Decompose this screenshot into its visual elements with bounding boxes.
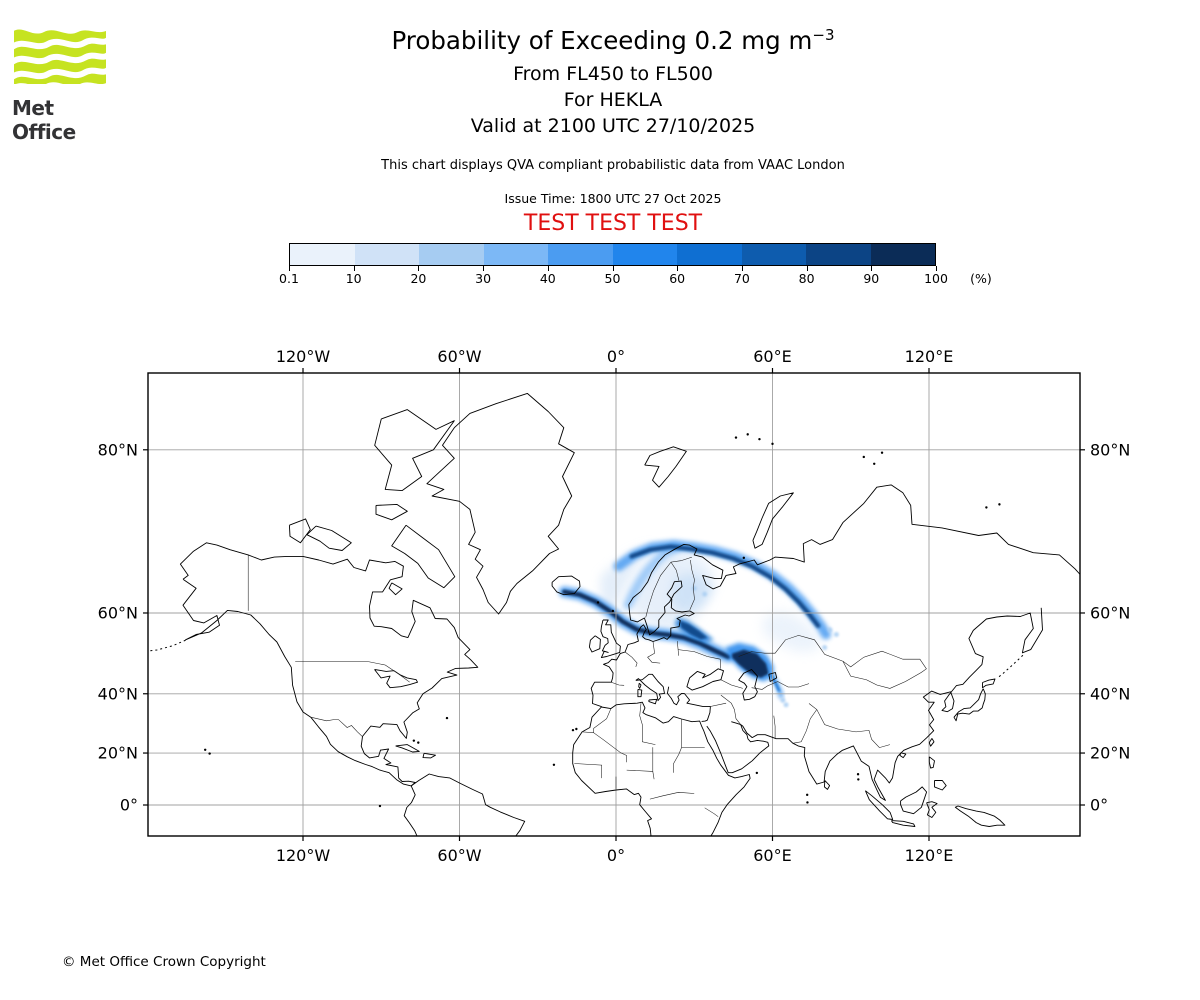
met-office-logo: Met Office: [10, 16, 122, 144]
colorbar-tick: [353, 266, 355, 271]
colorbar-tick-label: 0.1: [279, 271, 299, 286]
lat-label-right: 20°N: [1090, 744, 1130, 763]
map-frame: [147, 372, 1081, 837]
colorbar-tick: [677, 266, 679, 271]
colorbar-tick-label: 70: [733, 271, 750, 286]
colorbar-tick: [936, 266, 937, 271]
subtitle-volcano: For HEKLA: [563, 89, 663, 111]
plume-east-diffuse: [762, 610, 823, 652]
plume-north-arc-core: [629, 544, 821, 628]
colorbar-cell-60-70: [677, 244, 742, 265]
colorbar-tick-label: 90: [863, 271, 880, 286]
plume-east-speckles: [827, 627, 833, 633]
small-islands: [203, 433, 1001, 808]
title-text: Probability of Exceeding 0.2 mg m: [391, 26, 813, 56]
lat-label-right: 60°N: [1090, 603, 1130, 622]
colorbar-tick-label: 50: [604, 271, 621, 286]
colorbar-tick-label: 100: [924, 271, 948, 286]
colorbar-tick: [483, 266, 485, 271]
colorbar-tick-label: 40: [539, 271, 556, 286]
subtitle-valid-time: Valid at 2100 UTC 27/10/2025: [470, 115, 756, 137]
axis-tick-labels: 120°W 120°W 60°W 60°W 0° 0° 60°E 60°E 120°E 120°E…: [98, 347, 1131, 865]
colorbar-cell-40-50: [548, 244, 613, 265]
colorbar-cell-0.1-10: [290, 244, 355, 265]
colorbar-tick: [418, 266, 420, 271]
colorbar-cell-70-80: [741, 244, 806, 265]
title-superscript: −3: [812, 26, 835, 44]
lon-label-bottom: 120°W: [276, 846, 331, 865]
plume-volga-blob-core: [732, 649, 769, 678]
colorbar-tick: [871, 266, 873, 271]
lat-label-right: 80°N: [1090, 440, 1130, 459]
colorbar-unit-label: (%): [970, 271, 992, 286]
plume-east-speckles: [702, 591, 708, 597]
page-title: Probability of Exceeding 0.2 mg m−3: [13, 26, 1200, 55]
plume-baltic-patch-core: [679, 620, 708, 640]
plume-west-fan-diffuse: [600, 544, 653, 616]
country-borders: [247, 554, 927, 817]
colorbar-cells: [289, 243, 936, 266]
colorbar-tick: [547, 266, 549, 271]
colorbar-tick-label: 80: [798, 271, 815, 286]
colorbar-cell-30-40: [483, 244, 548, 265]
colorbar-tick: [612, 266, 614, 271]
probability-colorbar: (%) 0.1 10 20 30 40 50 60 70 80 90 100: [279, 243, 992, 286]
lat-label-left: 40°N: [98, 684, 138, 703]
plume-east-speckles: [833, 631, 839, 637]
lat-label-left: 60°N: [98, 603, 138, 622]
lon-label-bottom: 120°E: [905, 846, 954, 865]
plume-norway-coast-band: [623, 543, 681, 610]
plume-east-speckles: [691, 585, 697, 591]
lon-label-top: 120°W: [276, 347, 331, 366]
colorbar-tick: [289, 266, 290, 271]
lon-label-bottom: 60°W: [437, 846, 481, 865]
lon-label-top: 60°E: [753, 347, 791, 366]
lat-label-left: 80°N: [98, 440, 138, 459]
issue-time: Issue Time: 1800 UTC 27 Oct 2025: [504, 191, 722, 206]
lat-label-left: 20°N: [98, 744, 138, 763]
colorbar-cell-80-90: [806, 244, 871, 265]
colorbar-tick-label: 10: [345, 271, 362, 286]
map-coastlines: [179, 392, 1080, 836]
colorbar-tick: [741, 266, 743, 271]
colorbar-cell-10-20: [354, 244, 419, 265]
lat-label-left: 0°: [120, 796, 138, 815]
plume-east-speckles: [780, 697, 786, 703]
colorbar-cell-50-60: [612, 244, 677, 265]
plume-east-speckles: [822, 644, 828, 650]
lat-label-right: 40°N: [1090, 684, 1130, 703]
colorbar-tick-label: 20: [410, 271, 427, 286]
lon-label-top: 120°E: [905, 347, 954, 366]
plume-east-speckles: [783, 702, 789, 708]
colorbar-tick-label: 30: [475, 271, 492, 286]
met-office-wordmark: Met Office: [12, 96, 76, 144]
lon-label-bottom: 0°: [607, 846, 625, 865]
test-banner: TEST TEST TEST: [523, 211, 703, 236]
qva-compliance-note: This chart displays QVA compliant probab…: [381, 158, 845, 173]
colorbar-cell-90-100: [870, 244, 935, 265]
lat-label-right: 0°: [1090, 796, 1108, 815]
lon-label-bottom: 60°E: [753, 846, 791, 865]
map-gridlines: [148, 373, 1080, 836]
ash-plume: [558, 540, 839, 708]
colorbar-tick: [806, 266, 808, 271]
colorbar-cell-20-30: [419, 244, 484, 265]
lon-label-top: 60°W: [437, 347, 481, 366]
lon-label-top: 0°: [607, 347, 625, 366]
island-chains: [148, 639, 1024, 679]
colorbar-tick-label: 60: [669, 271, 686, 286]
subtitle-flight-levels: From FL450 to FL500: [513, 63, 713, 85]
copyright-notice: © Met Office Crown Copyright: [62, 954, 266, 970]
axis-ticks: [143, 368, 1085, 841]
